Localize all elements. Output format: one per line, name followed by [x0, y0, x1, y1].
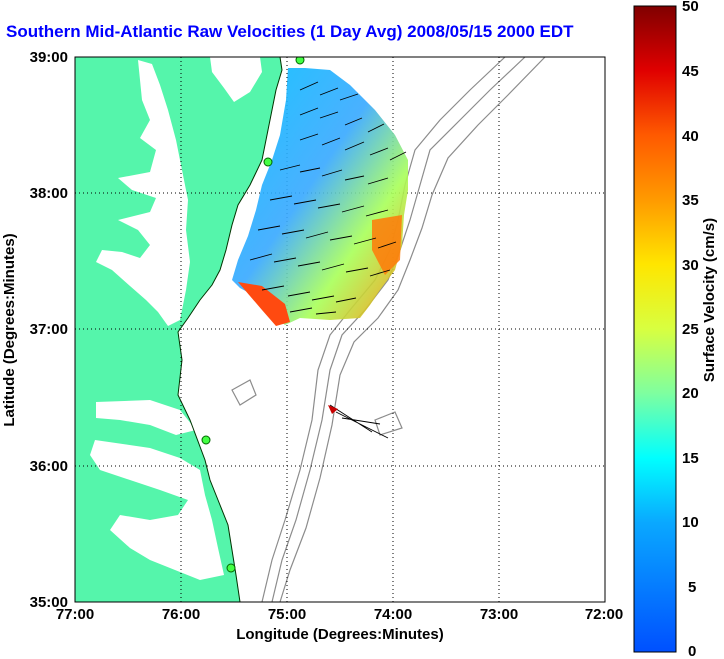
velocity-field [232, 68, 408, 439]
colorbar-tick: 45 [682, 63, 699, 80]
colorbar-tick: 5 [688, 579, 696, 596]
colorbar-scale [633, 5, 677, 653]
x-tick: 75:00 [268, 606, 306, 623]
colorbar: 50 45 40 35 30 25 20 15 10 5 0 Surface V… [633, 0, 718, 659]
colorbar-tick: 0 [688, 643, 696, 659]
x-axis-ticks: 77:00 76:00 75:00 74:00 73:00 72:00 [56, 606, 623, 623]
y-axis-ticks: 39:00 38:00 37:00 36:00 35:00 [30, 49, 68, 611]
x-tick: 77:00 [56, 606, 94, 623]
x-tick: 76:00 [162, 606, 200, 623]
y-tick: 38:00 [30, 185, 68, 202]
x-tick: 72:00 [585, 606, 623, 623]
colorbar-tick: 15 [682, 450, 699, 467]
albemarle-sound [96, 400, 196, 435]
map-title: Southern Mid-Atlantic Raw Velocities (1 … [6, 22, 574, 41]
plot-border [74, 56, 606, 603]
colorbar-tick: 25 [682, 321, 699, 338]
colorbar-tick: 30 [682, 257, 699, 274]
map-plot-area [75, 56, 605, 602]
radar-site-north[interactable] [295, 56, 305, 65]
y-axis-label: Latitude (Degrees:Minutes) [1, 233, 18, 426]
radar-site-cape-hatteras-south[interactable] [226, 563, 236, 573]
velocity-high-south [238, 282, 290, 326]
y-tick: 35:00 [30, 594, 68, 611]
radar-sites [201, 56, 305, 573]
pamlico-sound [90, 440, 224, 580]
colorbar-tick: 20 [682, 385, 699, 402]
radar-site-cape-henlopen[interactable] [263, 157, 273, 167]
radar-site-cape-hatteras-north[interactable] [201, 435, 211, 445]
colorbar-tick: 35 [682, 192, 699, 209]
y-tick: 39:00 [30, 49, 68, 66]
coastline [177, 57, 283, 602]
x-tick: 73:00 [480, 606, 518, 623]
colorbar-ticks: 50 45 40 35 30 25 20 15 10 5 0 [682, 0, 699, 659]
colorbar-tick: 40 [682, 128, 699, 145]
colorbar-label: Surface Velocity (cm/s) [701, 218, 718, 382]
x-tick: 74:00 [374, 606, 412, 623]
velocity-coverage [232, 68, 408, 325]
x-axis-label: Longitude (Degrees:Minutes) [236, 626, 444, 643]
delaware-bay [210, 57, 262, 102]
colorbar-tick: 50 [682, 0, 699, 15]
colorbar-tick: 10 [682, 514, 699, 531]
velocity-vectors [249, 81, 407, 439]
y-tick: 36:00 [30, 458, 68, 475]
offshore-high-vector [328, 405, 338, 414]
y-tick: 37:00 [30, 321, 68, 338]
